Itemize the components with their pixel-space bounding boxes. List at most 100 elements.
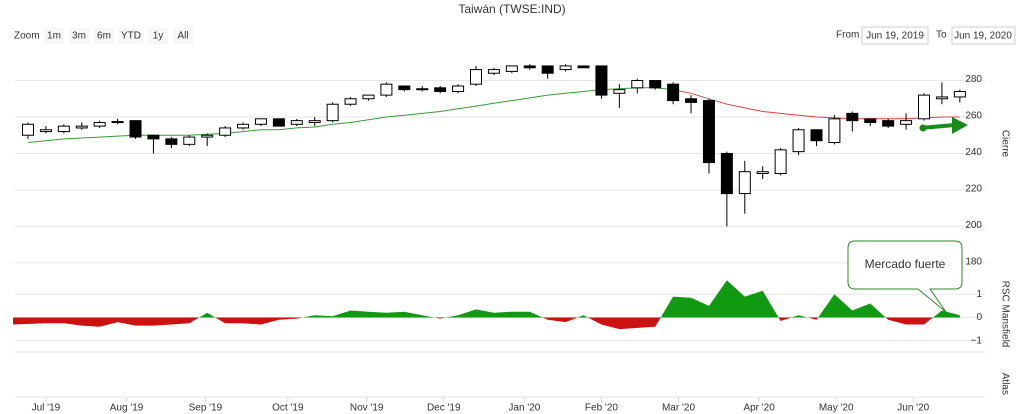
y-axis-title: Atlas (999, 373, 1010, 395)
x-tick-label: Nov '19 (350, 403, 384, 414)
candle-body (559, 65, 572, 71)
y-axis-title: Cierre (999, 130, 1010, 158)
zoom-button[interactable] (119, 28, 143, 44)
candle-body (183, 136, 196, 145)
candle-body (523, 65, 536, 69)
candle-body (953, 90, 966, 98)
zoom-button[interactable] (94, 28, 114, 44)
candle-body (792, 129, 805, 153)
zoom-button[interactable] (69, 28, 89, 44)
candle-body (595, 65, 608, 96)
rsc-area-negative (13, 317, 960, 330)
candle-body (237, 123, 250, 129)
x-tick-label: Feb '20 (585, 403, 618, 414)
candle-body (756, 171, 769, 175)
candle-body (738, 171, 751, 195)
candle-body (935, 96, 948, 100)
candle-body (75, 125, 88, 129)
candle-body (720, 152, 733, 195)
candle-body (702, 100, 715, 164)
candle-body (882, 120, 895, 127)
candle-body (362, 94, 375, 100)
candle-body (398, 85, 411, 91)
x-tick-label: Dec '19 (427, 403, 461, 414)
x-tick-label: Jan '20 (508, 403, 540, 414)
candle-body (918, 94, 930, 120)
y-tick-label: 260 (965, 111, 982, 122)
zoom-label: Zoom (14, 31, 40, 42)
candle-body (290, 120, 303, 125)
candle-body (505, 65, 518, 72)
y-tick-label: 0 (976, 312, 982, 323)
candle-body (272, 118, 285, 127)
candle-body (219, 127, 232, 136)
to-label: To (936, 30, 947, 41)
candle-body (774, 149, 787, 175)
to-input[interactable] (951, 26, 1016, 45)
y-tick-label: −1 (971, 335, 983, 346)
candle-body (129, 120, 142, 138)
from-input[interactable] (861, 26, 929, 45)
candle-body (685, 98, 698, 103)
candle-body (900, 120, 913, 125)
y-tick-label: 220 (965, 184, 982, 195)
zoom-button[interactable] (148, 28, 168, 44)
candle-body (416, 88, 429, 91)
x-tick-label: Oct '19 (272, 403, 304, 414)
rsc-area-positive (199, 280, 960, 318)
moving-average (672, 89, 960, 120)
callout (847, 240, 963, 313)
zoom-button-label[interactable]: All (177, 31, 188, 42)
candle-body (613, 89, 626, 94)
candle-body (667, 83, 680, 102)
x-tick-label: Mar '20 (662, 403, 695, 414)
candle-body (434, 87, 447, 92)
y-tick-label: 200 (965, 220, 982, 231)
y-tick-label: 280 (965, 74, 982, 85)
candle-body (541, 65, 554, 74)
y-tick-label: 240 (965, 147, 982, 158)
candle-body (631, 80, 644, 89)
candle-body (39, 129, 52, 133)
candle-body (165, 138, 178, 145)
x-tick-label: Apr '20 (743, 403, 775, 414)
x-tick-label: Jul '19 (32, 403, 61, 414)
y-tick-label: 1 (976, 289, 982, 300)
candle-body (111, 121, 124, 124)
zoom-button-label[interactable]: 1y (153, 31, 164, 42)
candle-body (828, 118, 841, 144)
candle-body (22, 123, 34, 136)
candle-body (864, 118, 877, 123)
trend-arrow-tail (919, 124, 927, 132)
candle-body (201, 134, 214, 138)
candle-body (452, 85, 465, 92)
zoom-button-label[interactable]: YTD (121, 31, 141, 42)
candle-body (649, 80, 662, 89)
zoom-button-label[interactable]: 3m (72, 31, 86, 42)
candle-body (846, 112, 859, 122)
zoom-button-label[interactable]: 1m (47, 31, 61, 42)
candle-body (470, 69, 482, 85)
x-tick-label: Jun '20 (897, 403, 929, 414)
candle-body (147, 134, 160, 140)
candle-body (380, 83, 393, 96)
candle-body (57, 125, 70, 133)
zoom-button[interactable] (173, 28, 193, 44)
from-label: From (836, 30, 859, 41)
y-tick-label: 180 (965, 257, 982, 268)
zoom-button-label[interactable]: 6m (97, 31, 111, 42)
y-axis-title: RSC Mansfield (999, 281, 1010, 348)
candle-body (254, 118, 267, 125)
from-value[interactable]: Jun 19, 2019 (866, 31, 924, 42)
candle-body (308, 120, 321, 123)
zoom-button[interactable] (44, 28, 64, 44)
x-tick-label: May '20 (819, 403, 854, 414)
candle-body (326, 103, 339, 122)
candle-body (344, 98, 357, 105)
candle-body (93, 121, 106, 127)
x-tick-label: Aug '19 (110, 403, 144, 414)
callout-text: Mercado fuerte (865, 257, 946, 271)
candle-body (487, 69, 500, 74)
to-value[interactable]: Jun 19, 2020 (954, 31, 1012, 42)
